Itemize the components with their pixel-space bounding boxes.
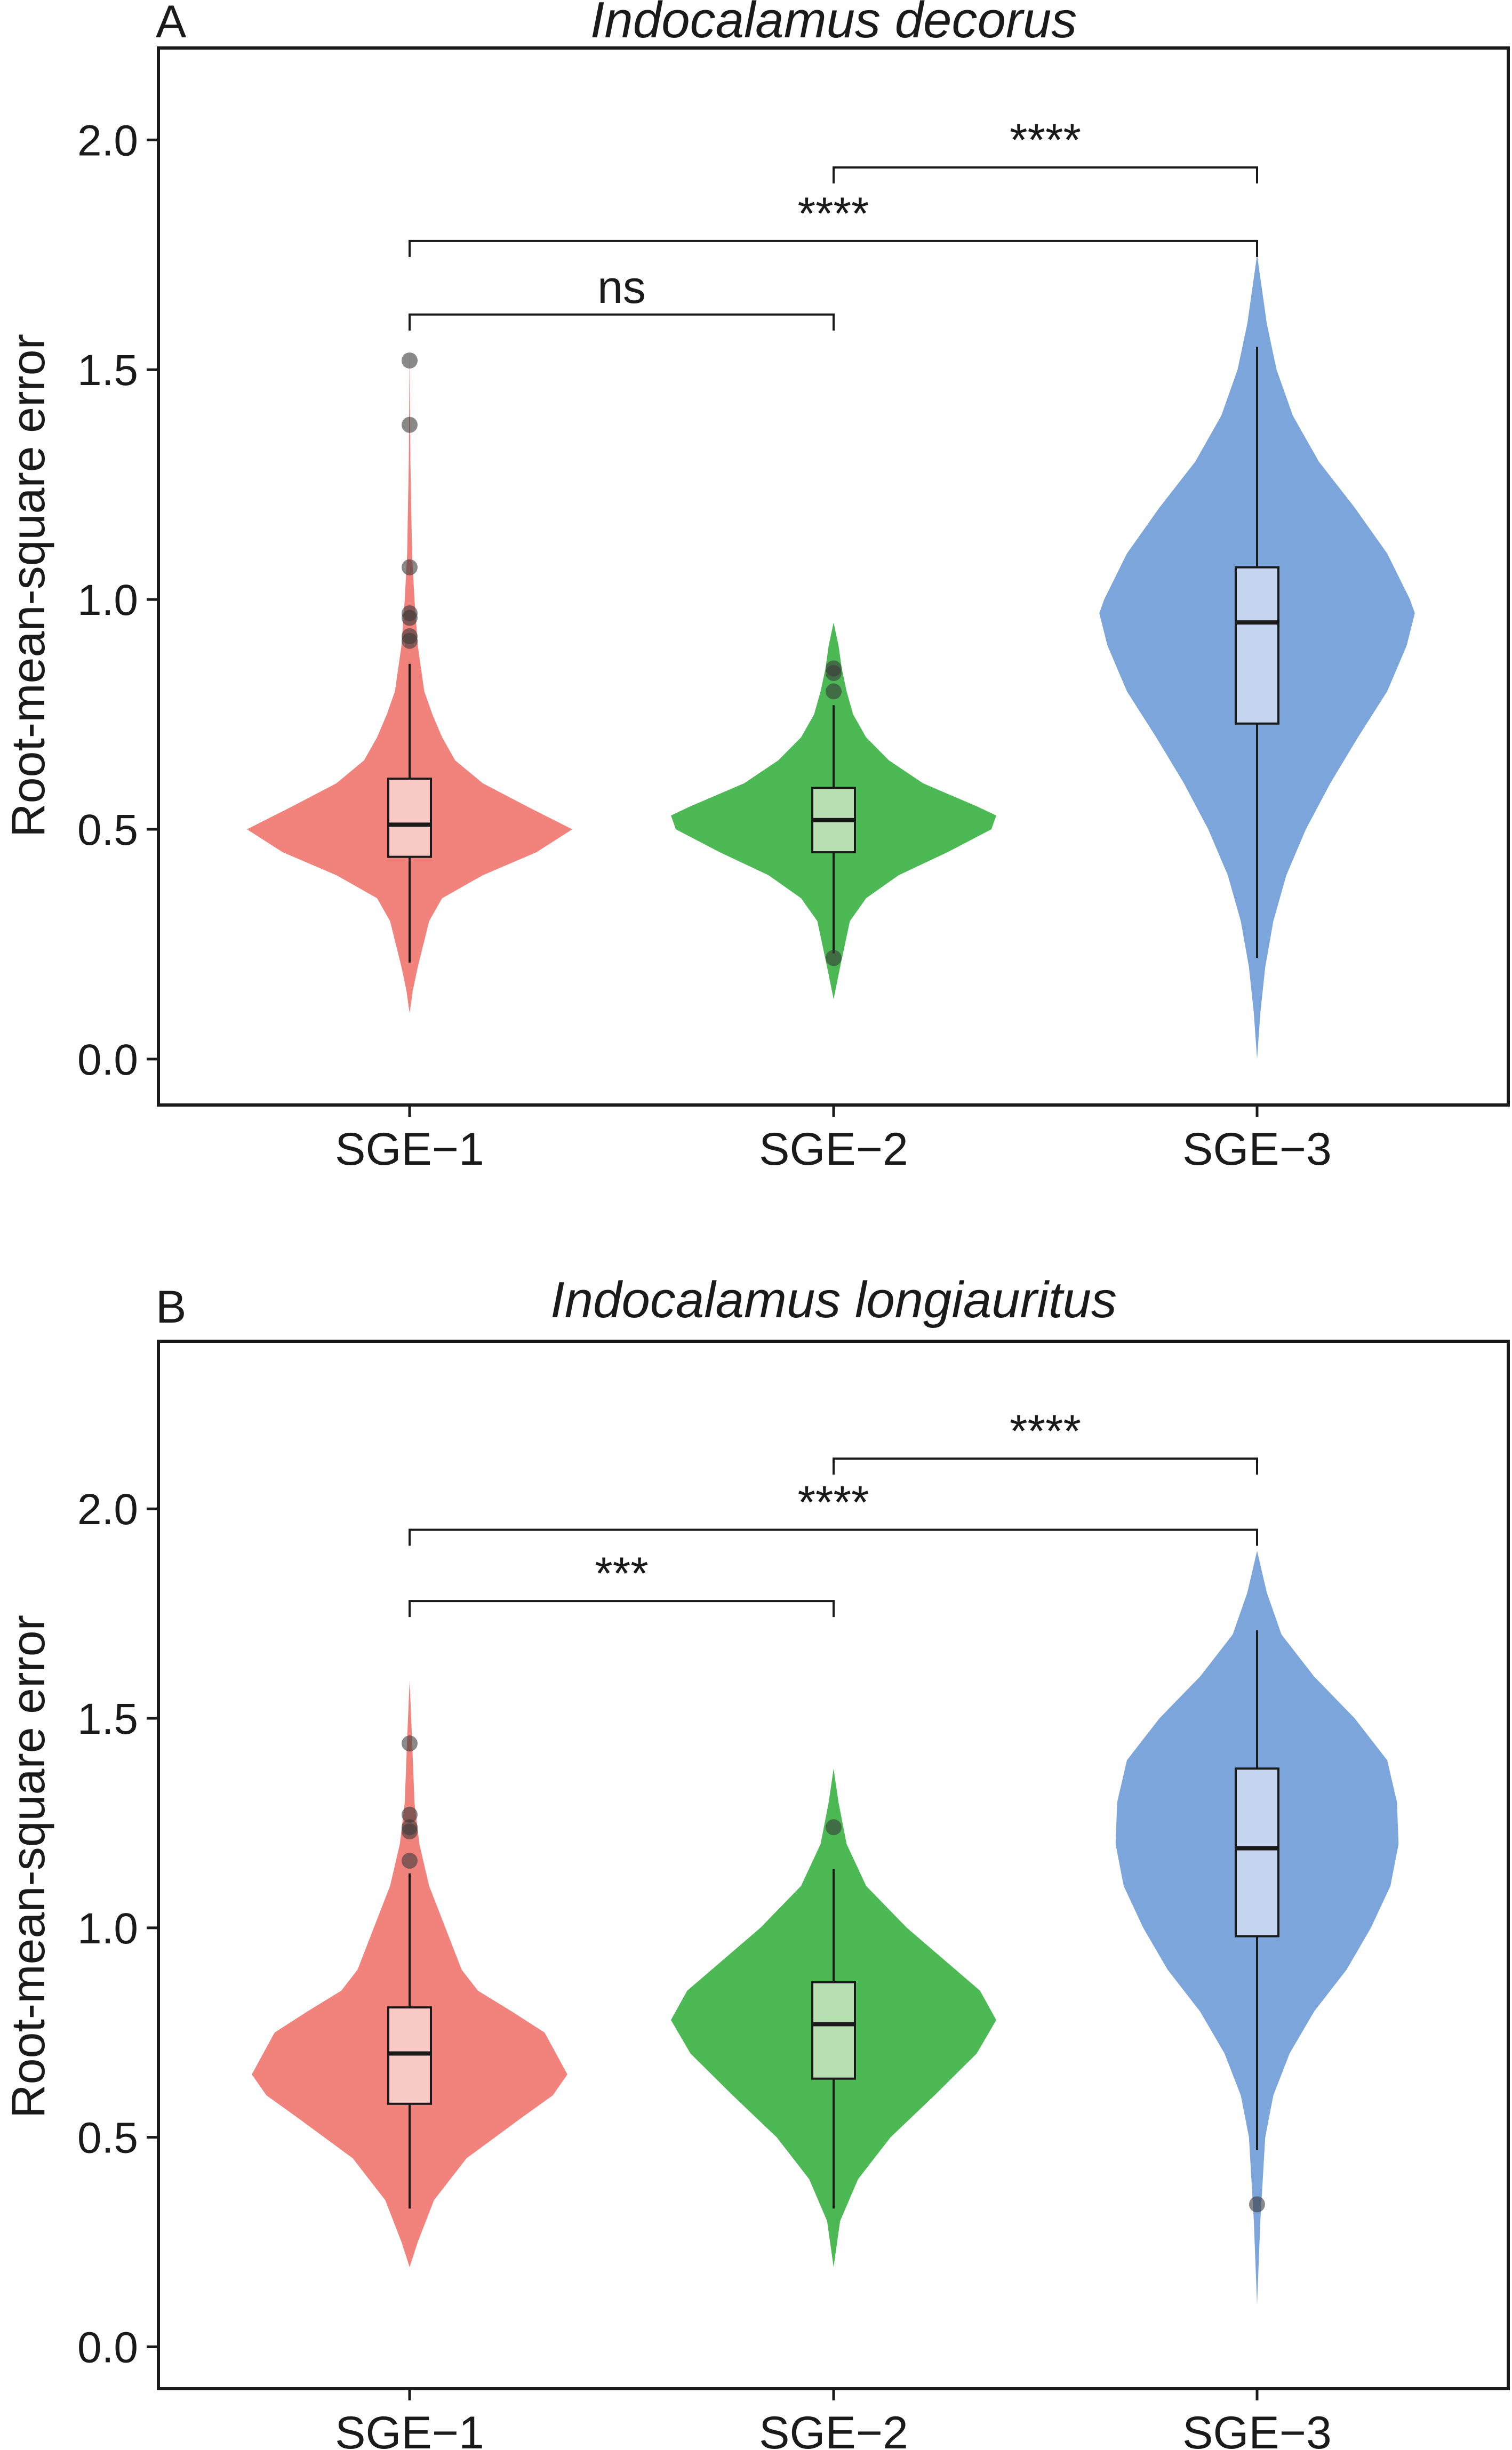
panel-b: B Indocalamus longiauritus Root-mean-squ… — [2, 1271, 1510, 2450]
panel-b-significance-label: *** — [595, 1548, 648, 1599]
panel-a-outlier-point — [402, 417, 418, 433]
panel-b-title: Indocalamus longiauritus — [550, 1271, 1117, 1328]
panel-a-outlier-point — [402, 352, 418, 369]
panel-b-outlier-point — [402, 1823, 418, 1840]
panel-a-outlier-point — [402, 610, 418, 626]
panel-b-x-tick-label: SGE−1 — [335, 2407, 484, 2450]
panel-a-outlier-point — [402, 559, 418, 575]
panel-b-letter: B — [156, 1282, 186, 1333]
panel-a-x-tick-label: SGE−3 — [1182, 1124, 1332, 1175]
panel-b-y-tick-label: 0.0 — [77, 2323, 138, 2372]
panel-a-outlier-point — [402, 632, 418, 649]
panel-b-significance-bracket — [833, 1457, 1258, 1475]
panel-a-significance-label: ns — [597, 262, 646, 313]
panel-a-x-tick-label: SGE−2 — [759, 1124, 908, 1175]
panel-a-plot-area: 0.0 0.5 1.0 1.5 2.0 SGE−1 SGE−2 SGE−3 ns **** **** — [77, 46, 1510, 1175]
panel-b-x-tick-label: SGE−2 — [759, 2407, 908, 2450]
panel-a-significance-label: **** — [1010, 115, 1081, 166]
panel-a-y-tick-label: 1.5 — [77, 346, 138, 395]
panel-b-outlier-point — [826, 1819, 842, 1836]
panel-a: A Indocalamus decorus Root-mean-square e… — [2, 0, 1510, 1175]
panel-b-significance-bracket — [409, 1528, 1258, 1546]
panel-a-significance-bracket — [409, 239, 1258, 257]
panel-b-y-tick-label: 0.5 — [77, 2114, 138, 2163]
panel-a-y-tick-label: 1.0 — [77, 576, 138, 624]
panel-a-y-tick-label: 0.5 — [77, 806, 138, 854]
panel-a-box-1 — [387, 778, 432, 858]
panel-a-significance-bracket — [833, 166, 1258, 184]
panel-a-y-axis-title: Root-mean-square error — [2, 334, 54, 837]
panel-b-y-axis-title: Root-mean-square error — [2, 1615, 54, 2118]
panel-b-significance-label: **** — [798, 1477, 869, 1528]
panel-a-significance-bracket — [409, 313, 835, 331]
panel-b-y-tick-label: 1.5 — [77, 1695, 138, 1743]
panel-b-x-tick-label: SGE−3 — [1182, 2407, 1332, 2450]
panel-b-outlier-point — [402, 1806, 418, 1823]
panel-a-x-tick-label: SGE−1 — [335, 1124, 484, 1175]
panel-a-title: Indocalamus decorus — [590, 0, 1077, 49]
panel-b-y-tick-label: 2.0 — [77, 1485, 138, 1534]
panel-a-significance-label: **** — [798, 188, 869, 239]
panel-b-significance-label: **** — [1010, 1406, 1081, 1457]
panel-b-box-3 — [1235, 1767, 1279, 1937]
panel-b-outlier-point — [1249, 2196, 1265, 2213]
panel-a-y-tick-label: 0.0 — [77, 1036, 138, 1084]
panel-a-box-3 — [1235, 566, 1279, 725]
panel-a-letter: A — [156, 0, 187, 47]
panel-b-box-2 — [811, 1981, 856, 2080]
panel-a-outlier-point — [826, 950, 842, 966]
panel-b-outlier-point — [402, 1853, 418, 1869]
panel-a-y-tick-label: 2.0 — [77, 116, 138, 165]
panel-a-outlier-point — [826, 664, 842, 681]
panel-a-outlier-point — [826, 683, 842, 700]
panel-b-outlier-point — [402, 1735, 418, 1752]
panel-b-significance-bracket — [409, 1600, 835, 1618]
panel-b-y-tick-label: 1.0 — [77, 1904, 138, 1953]
